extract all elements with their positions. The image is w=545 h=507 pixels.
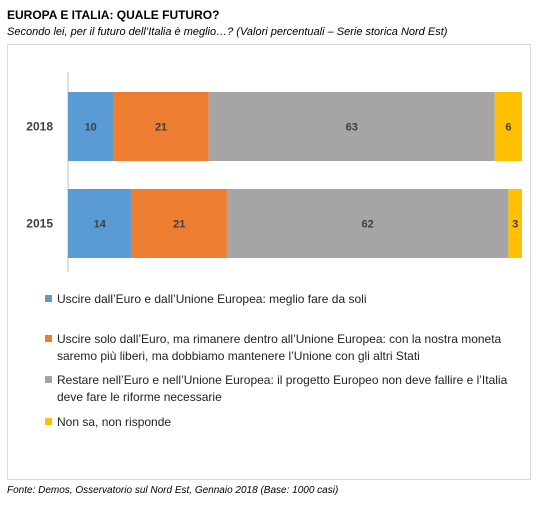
category-label: 2015 xyxy=(26,217,53,231)
bar-segment xyxy=(226,189,509,258)
source-note: Fonte: Demos, Osservatorio sul Nord Est,… xyxy=(7,485,339,496)
bar-segment xyxy=(208,92,495,161)
legend-swatch xyxy=(45,418,52,425)
bar-segment xyxy=(131,189,227,258)
data-label: 3 xyxy=(512,219,518,231)
bar-segment xyxy=(508,189,522,258)
legend-item: Non sa, non risponde xyxy=(45,414,532,431)
legend-swatch xyxy=(45,335,52,342)
legend-swatch xyxy=(45,376,52,383)
legend-item: Restare nell’Euro e nell’Unione Europea:… xyxy=(45,372,532,406)
legend-swatch xyxy=(45,295,52,302)
bar-segment xyxy=(68,189,132,258)
legend-label: Uscire solo dall’Euro, ma rimanere dentr… xyxy=(57,332,502,363)
data-label: 21 xyxy=(173,219,185,231)
legend-label: Uscire dall’Euro e dall’Unione Europea: … xyxy=(57,292,367,306)
data-label: 6 xyxy=(505,122,511,134)
stacked-bar-chart: 2018 10 21 63 6 2015 14 21 62 3 xyxy=(26,72,522,272)
data-label: 10 xyxy=(85,122,97,134)
category-label: 2018 xyxy=(26,120,53,134)
chart-frame xyxy=(7,44,531,480)
chart-subtitle: Secondo lei, per il futuro dell’Italia è… xyxy=(7,26,448,38)
bar-segment xyxy=(113,92,209,161)
data-label: 62 xyxy=(362,219,374,231)
data-label: 21 xyxy=(155,122,167,134)
data-label: 14 xyxy=(94,219,107,231)
bar-segment xyxy=(68,92,114,161)
legend-label: Non sa, non risponde xyxy=(57,415,172,429)
bar-segment xyxy=(494,92,522,161)
data-label: 63 xyxy=(346,122,358,134)
legend-item: Uscire dall’Euro e dall’Unione Europea: … xyxy=(45,291,532,308)
legend-item: Uscire solo dall’Euro, ma rimanere dentr… xyxy=(45,331,532,365)
legend-label: Restare nell’Euro e nell’Unione Europea:… xyxy=(57,373,508,404)
chart-title: EUROPA E ITALIA: QUALE FUTURO? xyxy=(7,8,220,22)
